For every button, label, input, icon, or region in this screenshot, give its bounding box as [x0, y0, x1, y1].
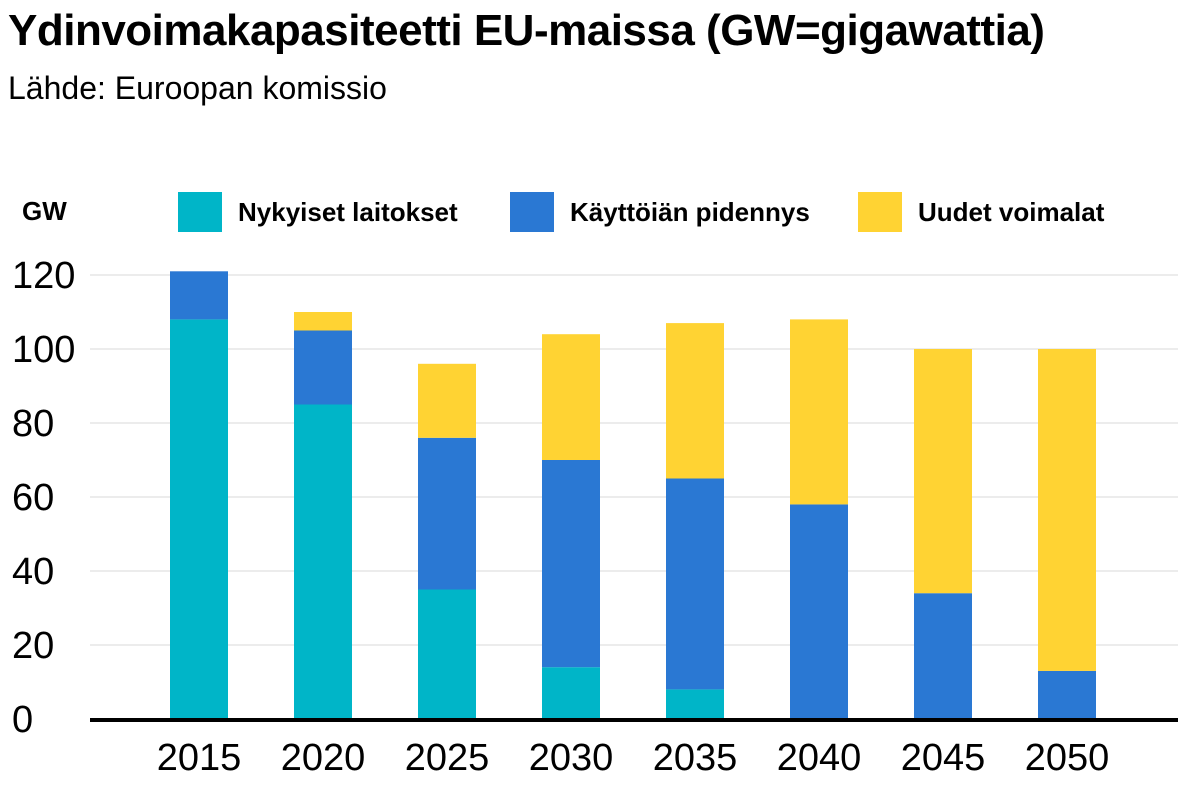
bar-segment-2035-3	[666, 323, 724, 479]
bar-segment-2025-2	[418, 437, 476, 590]
legend: Nykyiset laitokset Käyttöiän pidennys Uu…	[0, 190, 1198, 234]
bar-segment-2020-3	[294, 312, 352, 331]
legend-item-nykyiset: Nykyiset laitokset	[178, 190, 458, 234]
y-tick-label: 80	[12, 403, 54, 445]
x-tick-label: 2035	[653, 737, 738, 779]
bar-segment-2050-2	[1038, 670, 1096, 719]
x-tick-label: 2015	[157, 737, 242, 779]
bar-segment-2020-2	[294, 330, 352, 405]
y-axis-unit-label: GW	[22, 196, 67, 226]
y-tick-label: 100	[12, 329, 75, 371]
y-tick-label: 0	[12, 699, 33, 741]
x-tick-label: 2050	[1025, 737, 1110, 779]
bar-segment-2040-3	[790, 319, 848, 505]
bar-segment-2025-1	[418, 589, 476, 719]
chart-title: Ydinvoimakapasiteetti EU-maissa (GW=giga…	[8, 6, 1045, 55]
bar-segment-2025-3	[418, 363, 476, 438]
bar-segment-2040-2	[790, 504, 848, 719]
x-tick-label: 2020	[281, 737, 366, 779]
legend-swatch-nykyiset	[178, 192, 222, 232]
x-tick-label: 2040	[777, 737, 862, 779]
legend-item-kayttoian: Käyttöiän pidennys	[510, 190, 810, 234]
x-tick-label: 2025	[405, 737, 490, 779]
x-tick-label: 2045	[901, 737, 986, 779]
bar-segment-2045-3	[914, 349, 972, 594]
bar-segment-2020-1	[294, 404, 352, 719]
legend-label-uudet: Uudet voimalat	[918, 196, 1105, 227]
bar-segment-2015-1	[170, 319, 228, 719]
bar-segment-2045-2	[914, 593, 972, 719]
bar-segment-2035-2	[666, 478, 724, 690]
chart-subtitle: Lähde: Euroopan komissio	[8, 70, 387, 106]
y-tick-label: 20	[12, 625, 54, 667]
y-tick-label: 40	[12, 551, 54, 593]
legend-label-kayttoian: Käyttöiän pidennys	[570, 196, 810, 227]
legend-swatch-uudet	[858, 192, 902, 232]
legend-label-nykyiset: Nykyiset laitokset	[238, 196, 458, 227]
bar-segment-2030-3	[542, 334, 600, 460]
legend-item-uudet: Uudet voimalat	[858, 190, 1104, 234]
y-tick-label: 60	[12, 477, 54, 519]
x-tick-label: 2030	[529, 737, 614, 779]
legend-swatch-kayttoian	[510, 192, 554, 232]
bar-segment-2035-1	[666, 689, 724, 719]
bar-segment-2050-3	[1038, 349, 1096, 671]
bar-segment-2015-2	[170, 271, 228, 320]
bar-segment-2030-1	[542, 667, 600, 719]
y-tick-label: 120	[12, 255, 75, 297]
bar-segment-2030-2	[542, 460, 600, 668]
